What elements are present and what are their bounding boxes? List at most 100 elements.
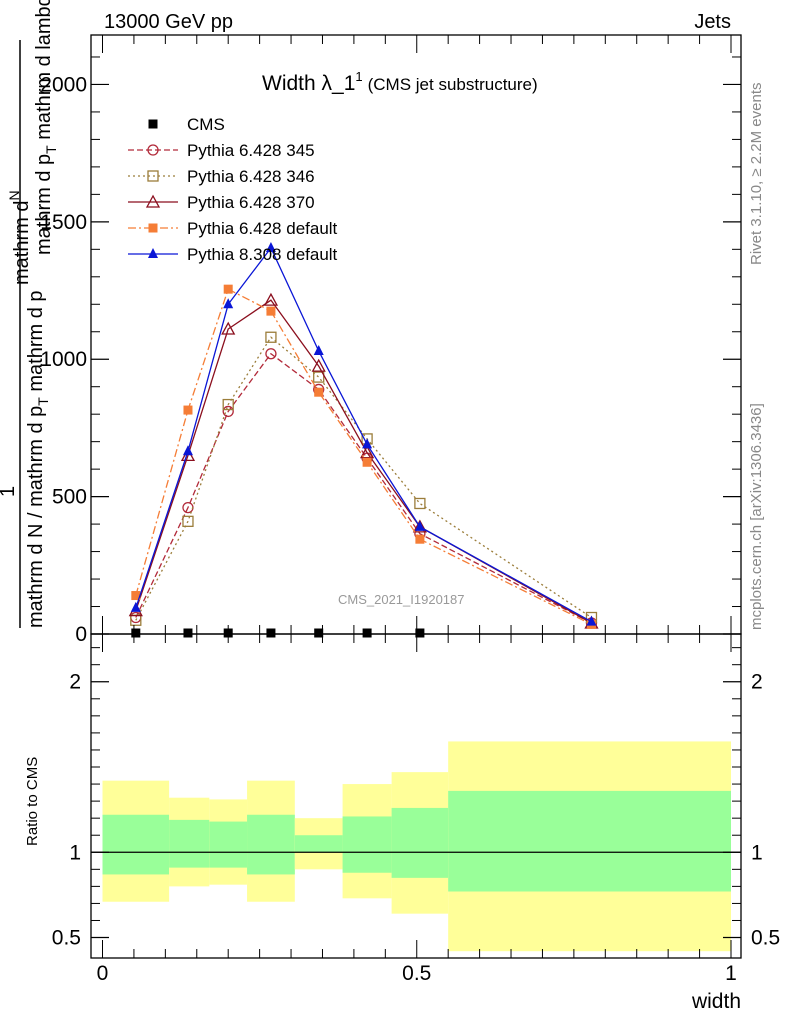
data-point bbox=[313, 344, 324, 355]
main-title-text: Width λ_1 bbox=[262, 72, 355, 95]
ratio-band-green bbox=[169, 819, 210, 868]
data-point bbox=[412, 519, 427, 533]
series-line bbox=[135, 299, 592, 624]
x-tick-label: 0.5 bbox=[402, 962, 431, 985]
svg-text:mathrm dN: mathrm dN bbox=[6, 190, 33, 285]
data-point bbox=[222, 398, 234, 411]
legend-label: Pythia 6.428 345 bbox=[187, 141, 315, 160]
data-point bbox=[131, 591, 141, 601]
analysis-watermark: CMS_2021_I1920187 bbox=[338, 592, 465, 607]
data-point bbox=[265, 241, 276, 252]
legend: CMS Pythia 6.428 345 Pythia 6.428 346 Pythi… bbox=[128, 115, 338, 264]
legend-item: Pythia 8.308 default bbox=[128, 245, 338, 264]
legend-label: Pythia 6.428 default bbox=[187, 219, 338, 238]
series-4 bbox=[131, 284, 596, 629]
data-point bbox=[183, 405, 193, 415]
collision-label: 13000 GeV pp bbox=[104, 11, 233, 33]
series-line bbox=[135, 288, 592, 625]
ratio-y-tick-label: 0.5 bbox=[52, 927, 81, 950]
legend-label: Pythia 6.428 346 bbox=[187, 167, 315, 186]
data-point bbox=[414, 497, 426, 510]
legend-item: Pythia 6.428 370 bbox=[128, 193, 315, 212]
ratio-band-green bbox=[448, 790, 731, 892]
data-point bbox=[130, 601, 141, 612]
legend-label: CMS bbox=[187, 115, 225, 134]
x-tick-label: 0 bbox=[97, 962, 109, 985]
legend-marker bbox=[148, 223, 158, 233]
y-tick-label: 2000 bbox=[40, 73, 87, 96]
legend-marker bbox=[147, 170, 159, 182]
series-line bbox=[135, 352, 592, 624]
y-tick-label: 1500 bbox=[40, 211, 87, 234]
main-series-group bbox=[128, 241, 599, 638]
data-point bbox=[266, 306, 276, 316]
legend-label: Pythia 8.308 default bbox=[187, 245, 338, 264]
data-point bbox=[414, 520, 425, 531]
data-point bbox=[183, 628, 193, 638]
y-tick-label: 500 bbox=[52, 486, 87, 509]
ratio-band-green bbox=[342, 816, 392, 873]
legend-marker bbox=[148, 248, 158, 258]
data-point bbox=[266, 628, 276, 638]
ratio-y-tick-label-right: 0.5 bbox=[751, 927, 780, 950]
legend-label: Pythia 6.428 370 bbox=[187, 193, 315, 212]
data-point bbox=[311, 358, 326, 372]
ratio-band-green bbox=[102, 814, 170, 875]
data-point bbox=[221, 321, 236, 335]
ratio-y-tick-label: 2 bbox=[69, 671, 81, 694]
data-point bbox=[415, 628, 425, 638]
main-title-sup: 1 bbox=[355, 69, 362, 84]
ratio-y-axis-label: Ratio to CMS bbox=[24, 757, 41, 846]
ratio-axes: 0.5 0.5 1 1 2 2 0 0.5 1 bbox=[52, 633, 780, 985]
series-cms bbox=[131, 628, 425, 638]
ratio-y-tick-label-right: 1 bbox=[751, 841, 763, 864]
data-point bbox=[362, 438, 373, 449]
y-tick-label: 1000 bbox=[40, 348, 87, 371]
data-point bbox=[586, 615, 597, 626]
data-point bbox=[314, 387, 324, 397]
data-point bbox=[313, 371, 325, 383]
jets-label: Jets bbox=[694, 11, 731, 33]
ratio-band-green bbox=[209, 821, 248, 868]
legend-marker bbox=[145, 194, 161, 208]
x-tick-label: 1 bbox=[725, 962, 737, 985]
data-point bbox=[222, 405, 234, 418]
data-point bbox=[314, 628, 324, 638]
svg-text:1: 1 bbox=[0, 486, 19, 497]
ratio-frame bbox=[90, 633, 742, 959]
legend-item: Pythia 6.428 345 bbox=[128, 141, 315, 160]
data-point bbox=[223, 284, 233, 294]
ratio-y-tick-label-right: 2 bbox=[751, 671, 763, 694]
legend-item: CMS bbox=[148, 115, 225, 134]
data-point bbox=[362, 457, 372, 467]
legend-marker bbox=[148, 119, 158, 129]
mcplots-label: mcplots.cern.ch [arXiv:1306.3436] bbox=[748, 403, 765, 630]
data-point bbox=[362, 628, 372, 638]
ratio-band-green bbox=[294, 835, 343, 853]
main-title-subtitle: (CMS jet substructure) bbox=[368, 75, 538, 94]
data-point bbox=[415, 534, 425, 544]
legend-marker bbox=[147, 144, 159, 156]
ratio-bands bbox=[91, 741, 741, 952]
main-title: Width λ_11 (CMS jet substructure) bbox=[262, 69, 538, 95]
data-point bbox=[131, 628, 141, 638]
x-axis-label: width bbox=[691, 990, 741, 1013]
ratio-band-green bbox=[247, 814, 295, 875]
data-point bbox=[263, 292, 279, 306]
legend-item: Pythia 6.428 default bbox=[128, 219, 338, 238]
series-5 bbox=[130, 241, 597, 626]
rivet-version-label: Rivet 3.1.10, ≥ 2.2M events bbox=[748, 83, 765, 266]
ratio-y-tick-label: 1 bbox=[69, 841, 81, 864]
legend-item: Pythia 6.428 346 bbox=[128, 167, 315, 186]
series-line bbox=[135, 246, 592, 623]
ratio-band-green bbox=[391, 807, 449, 878]
data-point bbox=[182, 445, 193, 456]
main-y-axis-label: mathrm dN mathrm d pT mathrm d lambda 1 … bbox=[0, 0, 59, 628]
svg-text:mathrm d N / mathrm d pT mathr: mathrm d N / mathrm d pT mathrm d p bbox=[25, 290, 51, 628]
svg-text:mathrm d pT mathrm d lambda: mathrm d pT mathrm d lambda bbox=[33, 0, 59, 255]
data-point bbox=[360, 445, 375, 459]
y-tick-label: 0 bbox=[75, 623, 87, 646]
series-line bbox=[135, 336, 592, 621]
series-2 bbox=[130, 331, 598, 626]
